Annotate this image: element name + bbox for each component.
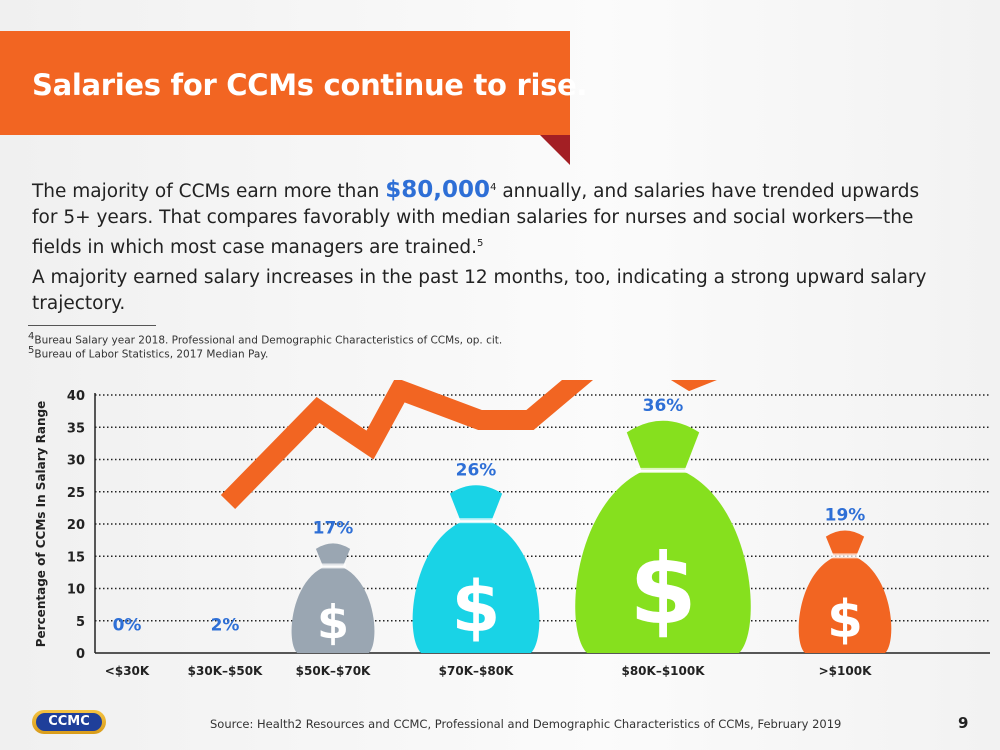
x-tick-label: >$100K [819, 664, 872, 678]
y-tick-label: 20 [67, 518, 85, 533]
footnote-divider [28, 325, 156, 326]
money-bag-top [449, 485, 503, 521]
intro-paragraph: The majority of CCMs earn more than $80,… [32, 175, 932, 261]
y-tick-label: 10 [67, 583, 85, 598]
money-bag [575, 471, 751, 653]
money-bag-tie [320, 563, 346, 569]
x-tick-label: $70K–$80K [439, 664, 514, 678]
y-tick-label: 25 [67, 486, 85, 501]
y-tick-label: 5 [76, 615, 85, 630]
y-tick-label: 30 [67, 454, 85, 469]
data-label: 2% [211, 615, 240, 635]
second-paragraph: A majority earned salary increases in th… [32, 267, 927, 314]
money-bag [798, 557, 892, 653]
salary-chart: 0 5 10 15 20 25 30 35 40 Percentage of CCMs In Sa… [34, 380, 990, 678]
dollar-sign-icon: $ [452, 566, 501, 648]
money-bag [291, 567, 375, 653]
money-bag-tie [635, 467, 691, 473]
trend-arrow [220, 380, 717, 509]
data-label: 0% [113, 615, 142, 635]
money-bag [412, 522, 540, 653]
text: annually, and salaries have trended upwa… [32, 181, 920, 259]
text: The majority of CCMs earn more than [32, 181, 386, 203]
footnote-text: Bureau of Labor Statistics, 2017 Median … [34, 348, 269, 361]
footnote-ref: 4 [490, 182, 497, 193]
data-label: 17% [313, 518, 354, 538]
salary-highlight: $80,000 [385, 177, 491, 204]
y-tick-label: 15 [67, 550, 85, 565]
ccmc-logo: CCMC [32, 710, 106, 734]
source-note: Source: Health2 Resources and CCMC, Prof… [210, 717, 842, 731]
footnote-text: Bureau Salary year 2018. Professional an… [34, 334, 503, 347]
money-bag-top [626, 420, 700, 470]
banner-fold [540, 135, 570, 165]
x-tick-label: $30K–$50K [188, 664, 263, 678]
money-bag-tie [830, 553, 860, 559]
y-tick-label: 0 [76, 647, 85, 662]
x-tick-label: $50K–$70K [296, 664, 371, 678]
footnote: 5Bureau of Labor Statistics, 2017 Median… [28, 345, 268, 361]
y-axis-label: Percentage of CCMs In Salary Range [34, 401, 48, 648]
footnote-ref: 5 [477, 238, 484, 250]
y-tick-label: 40 [67, 389, 85, 404]
y-tick-label: 35 [67, 421, 85, 436]
data-label: 26% [456, 460, 497, 480]
footnote-num: 4 [28, 331, 35, 342]
page-number: 9 [958, 714, 969, 732]
dollar-sign-icon: $ [827, 590, 863, 650]
money-bag-tie [456, 518, 496, 524]
dollar-sign-icon: $ [317, 596, 349, 650]
data-label: 19% [825, 505, 866, 525]
data-label: 36% [643, 396, 684, 416]
money-bag-top [825, 530, 865, 556]
dollar-sign-icon: $ [629, 532, 697, 646]
x-tick-label: <$30K [105, 664, 150, 678]
x-tick-label: $80K–$100K [621, 664, 705, 678]
page-title: Salaries for CCMs continue to rise. [32, 68, 588, 102]
title-banner [0, 31, 570, 135]
footnote: 4Bureau Salary year 2018. Professional a… [28, 331, 502, 347]
logo-text: CCMC [36, 713, 102, 731]
money-bag-top [315, 543, 351, 566]
footnote-num: 5 [28, 345, 35, 356]
